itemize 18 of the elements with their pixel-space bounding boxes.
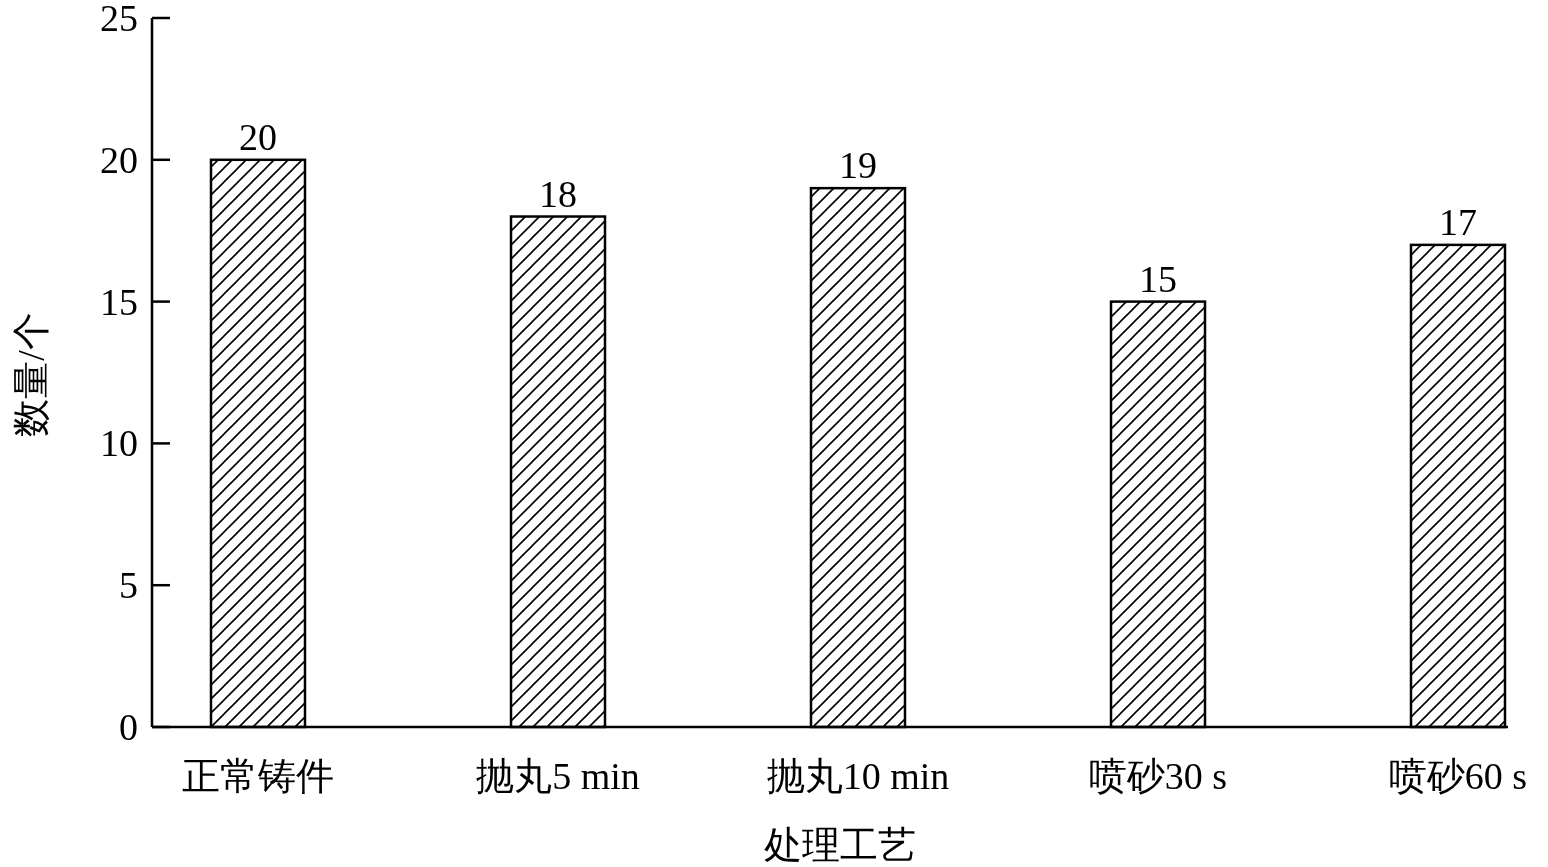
y-tick-label: 20 [100,138,138,181]
x-tick-label: 抛丸5 min [476,755,640,797]
x-tick-label: 喷砂60 s [1388,755,1528,797]
y-tick-label: 10 [100,422,138,465]
x-tick-label: 正常铸件 [182,755,334,797]
y-tick-label: 0 [119,706,138,748]
y-tick-label: 15 [100,280,138,323]
data-label: 15 [1139,257,1177,300]
y-tick-label: 25 [100,0,138,39]
x-tick-label: 抛丸10 min [766,755,950,797]
x-tick-label: 喷砂30 s [1088,755,1228,797]
data-label: 18 [539,172,577,215]
data-label: 19 [839,144,877,187]
y-axis-title: 数量/个 [10,312,52,437]
data-label: 20 [239,115,277,158]
data-label: 17 [1439,200,1477,243]
x-axis-title: 处理工艺 [764,824,916,866]
y-tick-label: 5 [119,564,138,607]
